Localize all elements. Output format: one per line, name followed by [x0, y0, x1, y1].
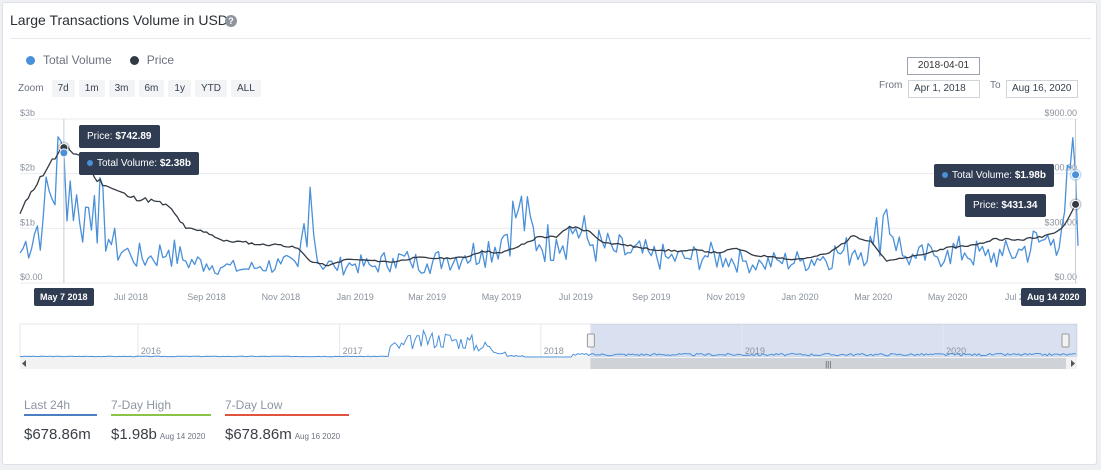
- navigator-year-label: 2019: [745, 346, 765, 356]
- y-left-tick-label: $3b: [20, 108, 35, 118]
- stat-last-24h-label: Last 24h: [24, 398, 71, 412]
- volume-point-left: [59, 148, 69, 158]
- stat-7day-high-value: $1.98b: [111, 426, 157, 443]
- tooltip-volume-left: Total Volume: $2.38b: [79, 152, 199, 175]
- navigator-selection: [590, 324, 1077, 357]
- stat-last-24h: Last 24h $678.86m: [24, 398, 97, 443]
- chart-legend: Total Volume Price: [26, 53, 174, 67]
- legend-label-total-volume: Total Volume: [43, 53, 112, 67]
- zoom-label: Zoom: [18, 83, 44, 94]
- legend-item-price[interactable]: Price: [129, 53, 175, 67]
- to-label: To: [990, 80, 1001, 91]
- zoom-7d-button[interactable]: 7d: [51, 80, 75, 97]
- scroll-right-arrow-icon[interactable]: [1071, 360, 1075, 367]
- stat-7day-low-value: $678.86m: [225, 426, 292, 443]
- title-divider: [10, 38, 1091, 39]
- crosshair-date-right: Aug 14 2020: [1021, 288, 1086, 306]
- tooltip-price-left-value: $742.89: [115, 131, 152, 142]
- tooltip-price-left-label: Price:: [87, 131, 116, 142]
- zoom-controls: Zoom 7d 1m 3m 6m 1y YTD ALL: [18, 80, 261, 97]
- zoom-6m-button[interactable]: 6m: [138, 80, 165, 97]
- tooltip-volume-dot: [87, 160, 93, 167]
- navigator-series: [19, 328, 1076, 358]
- navigator-handle-left[interactable]: [586, 333, 595, 348]
- series-line-price: [19, 144, 1079, 267]
- stat-7day-low-date: Aug 16 2020: [294, 432, 341, 441]
- series-line-total-volume: [19, 136, 1079, 276]
- stat-7day-low-underline: [225, 414, 349, 416]
- tooltip-volume-right: Total Volume: $1.98b: [934, 164, 1054, 187]
- tooltip-volume-left-value: $2.38b: [159, 158, 191, 169]
- navigator-year-label: 2018: [544, 346, 564, 356]
- tooltip-volume-left-label: Total Volume:: [97, 158, 160, 169]
- legend-dot-total-volume: [26, 55, 35, 65]
- scrollbar-track: [20, 358, 1077, 369]
- tooltip-volume-right-value: $1.98b: [1014, 170, 1046, 181]
- navigator-handle-right[interactable]: [1061, 333, 1070, 348]
- tooltip-volume-right-label: Total Volume:: [952, 170, 1015, 181]
- x-tick-label: Nov 2018: [262, 292, 301, 302]
- y-right-tick-label: $900.00: [1044, 108, 1077, 118]
- legend-label-price: Price: [146, 53, 175, 67]
- y-left-tick-label: $1b: [20, 217, 35, 227]
- navigator-year-label: 2016: [141, 346, 161, 356]
- tooltip-price-right-label: Price:: [973, 200, 1002, 211]
- zoom-3m-button[interactable]: 3m: [108, 80, 135, 97]
- zoom-all-button[interactable]: ALL: [230, 80, 261, 97]
- navigator-year-label: 2017: [343, 346, 363, 356]
- navigator-year-label: 2020: [946, 346, 966, 356]
- zoom-1y-button[interactable]: 1y: [168, 80, 191, 97]
- date-picker-hint[interactable]: 2018-04-01: [907, 57, 980, 75]
- x-tick-label: Jul 2018: [114, 292, 148, 302]
- y-right-tick-label: $0.00: [1054, 272, 1077, 282]
- stat-7day-low-value-row: $678.86m Aug 16 2020: [225, 426, 349, 443]
- stat-7day-low: 7-Day Low $678.86m Aug 16 2020: [225, 398, 349, 443]
- legend-dot-price: [129, 55, 139, 65]
- x-tick-label: Sep 2019: [632, 292, 671, 302]
- stat-7day-low-label: 7-Day Low: [225, 398, 283, 412]
- stat-7day-high-date: Aug 14 2020: [159, 432, 206, 441]
- y-left-tick-label: $0.00: [20, 272, 43, 282]
- to-date-input[interactable]: Aug 16, 2020: [1006, 80, 1078, 98]
- stat-7day-high-value-row: $1.98b Aug 14 2020: [111, 426, 211, 443]
- volume-point-right: [1071, 170, 1081, 180]
- tooltip-price-right: Price: $431.34: [965, 194, 1046, 217]
- x-tick-label: May 2020: [928, 292, 968, 302]
- x-tick-label: May 2019: [482, 292, 522, 302]
- x-tick-label: Jan 2019: [337, 292, 374, 302]
- from-label: From: [879, 80, 903, 91]
- page-title: Large Transactions Volume in USD: [10, 12, 228, 28]
- crosshair-date-left: May 7 2018: [34, 288, 94, 306]
- chart-card: [2, 2, 1097, 465]
- stat-7day-high: 7-Day High $1.98b Aug 14 2020: [111, 398, 211, 443]
- zoom-ytd-button[interactable]: YTD: [194, 80, 227, 97]
- question-circle-icon[interactable]: ?: [225, 15, 237, 27]
- legend-item-total-volume[interactable]: Total Volume: [26, 53, 112, 67]
- x-tick-label: Jan 2020: [782, 292, 819, 302]
- navigator-frame: [19, 323, 1078, 358]
- y-right-tick-label: $300.00: [1044, 217, 1077, 227]
- tooltip-price-left: Price: $742.89: [79, 125, 160, 148]
- stat-7day-high-underline: [111, 414, 211, 416]
- zoom-1m-button[interactable]: 1m: [78, 80, 105, 97]
- stat-last-24h-underline: [24, 414, 97, 416]
- scrollbar-thumb[interactable]: [590, 358, 1066, 369]
- scroll-left-arrow-icon[interactable]: [22, 360, 26, 367]
- stat-last-24h-value: $678.86m: [24, 426, 91, 443]
- y-left-tick-label: $2b: [20, 163, 35, 173]
- x-tick-label: Jul 2019: [559, 292, 593, 302]
- x-tick-label: Sep 2018: [187, 292, 226, 302]
- x-tick-label: Nov 2019: [706, 292, 745, 302]
- tooltip-volume-dot: [942, 172, 948, 179]
- price-point-right: [1071, 199, 1081, 209]
- x-tick-label: Mar 2019: [408, 292, 446, 302]
- x-tick-label: Mar 2020: [854, 292, 892, 302]
- scrollbar-grip: |||: [825, 360, 831, 369]
- from-date-input[interactable]: Apr 1, 2018: [908, 80, 980, 98]
- tooltip-price-right-value: $431.34: [1001, 200, 1038, 211]
- stat-7day-high-label: 7-Day High: [111, 398, 172, 412]
- y-right-tick-label: $600.00: [1044, 163, 1077, 173]
- stats-row: Last 24h $678.86m 7-Day High $1.98b Aug 1…: [24, 398, 349, 443]
